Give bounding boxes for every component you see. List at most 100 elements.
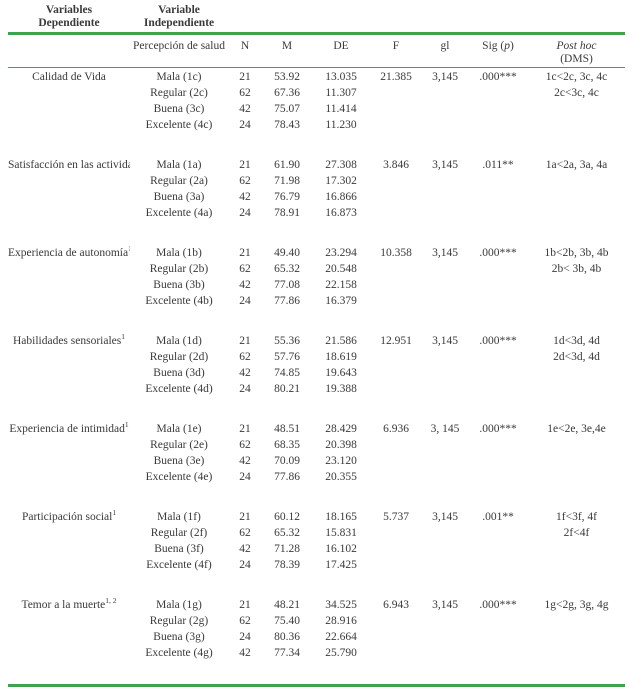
block-spacer-cell [130, 308, 625, 332]
cell-m: 71.98 [274, 175, 300, 187]
cell-perception-label: Mala (1c) [156, 71, 202, 83]
cell-gl-empty [422, 364, 468, 380]
cell-posthoc: 1a<2a, 3a, 4a [545, 159, 608, 171]
cell-n: 24 [239, 559, 251, 571]
subheader-n: N [228, 33, 262, 68]
dependent-variable-name: Experiencia de intimidad [9, 423, 125, 435]
cell-m: 77.86 [274, 295, 300, 307]
cell-sig-empty [468, 348, 528, 364]
dependent-variable-footnote-marker: 1 [121, 332, 125, 342]
cell-m: 76.79 [274, 191, 300, 203]
cell-perception-label: Buena (3g) [153, 631, 205, 643]
variable-block: Temor a la muerte1, 2 Mala (1g) 21 48.21… [8, 596, 625, 686]
cell-n: 42 [239, 543, 251, 555]
cell-de: 20.548 [325, 263, 357, 275]
cell-m: 53.92 [274, 71, 300, 83]
cell-m: 77.86 [274, 471, 300, 483]
cell-posthoc: 1e<2e, 3e,4e [547, 423, 606, 435]
cell-gl: 3,145 [432, 247, 458, 259]
cell-de: 22.664 [325, 631, 357, 643]
cell-sig-empty [468, 364, 528, 380]
cell-f-empty [370, 260, 422, 276]
cell-de: 28.916 [325, 615, 357, 627]
cell-m: 78.91 [274, 207, 300, 219]
cell-de: 18.619 [325, 351, 357, 363]
cell-f-empty [370, 540, 422, 556]
cell-m: 61.90 [274, 159, 300, 171]
cell-m: 78.39 [274, 559, 300, 571]
cell-n: 24 [239, 383, 251, 395]
cell-posthoc-empty [528, 556, 625, 572]
cell-posthoc: 2d<3d, 4d [553, 351, 600, 363]
cell-n: 42 [239, 103, 251, 115]
cell-perception-label: Mala (1a) [156, 159, 202, 171]
cell-de: 17.425 [325, 559, 357, 571]
dependent-variable-cell: Temor a la muerte1, 2 [8, 596, 130, 686]
variable-block: Calidad de Vida Mala (1c) 21 53.92 13.03… [8, 68, 625, 157]
anova-results-table: Variables Dependiente Variable Independien… [8, 4, 625, 687]
cell-gl-empty [422, 468, 468, 484]
cell-sig-empty [468, 292, 528, 308]
block-spacer-cell [130, 396, 625, 420]
cell-de: 16.102 [325, 543, 357, 555]
cell-perception-label: Buena (3f) [154, 543, 204, 555]
cell-de: 27.308 [325, 159, 357, 171]
cell-posthoc: 1d<3d, 4d [553, 335, 600, 347]
subheader-m: M [262, 33, 312, 68]
cell-f-empty [370, 204, 422, 220]
dependent-variable-cell: Experiencia de autonomía1 [8, 244, 130, 332]
cell-gl-empty [422, 348, 468, 364]
header-variables-dependiente: Variables Dependiente [8, 4, 130, 35]
cell-n: 62 [239, 351, 251, 363]
variable-block: Experiencia de autonomía1 Mala (1b) 21 4… [8, 244, 625, 332]
cell-m: 65.32 [274, 263, 300, 275]
cell-gl-empty [422, 380, 468, 396]
subheader-posthoc: Post hoc (DMS) [528, 33, 625, 68]
cell-n: 42 [239, 191, 251, 203]
cell-perception-label: Buena (3a) [153, 191, 205, 203]
cell-m: 78.43 [274, 119, 300, 131]
cell-f: 10.358 [380, 247, 412, 259]
dependent-variable-footnote-marker: 1, 2 [105, 596, 117, 606]
cell-sig-empty [468, 556, 528, 572]
cell-de: 18.165 [325, 511, 357, 523]
cell-sig-empty [468, 116, 528, 132]
cell-m: 75.40 [274, 615, 300, 627]
header-empty-cell [228, 4, 625, 35]
block-spacer-cell [130, 660, 625, 686]
cell-de: 21.586 [325, 335, 357, 347]
cell-m: 71.28 [274, 543, 300, 555]
cell-posthoc-empty [528, 628, 625, 644]
cell-gl-empty [422, 188, 468, 204]
cell-perception-label: Excelente (4c) [145, 119, 213, 131]
cell-perception-label: Regular (2b) [149, 263, 209, 275]
cell-n: 62 [239, 263, 251, 275]
cell-f-empty [370, 188, 422, 204]
cell-gl-empty [422, 116, 468, 132]
cell-gl: 3, 145 [430, 423, 460, 435]
table-row: Regular (2e) 62 68.35 20.398 [8, 436, 625, 452]
header-variables-dependiente-line2: Dependiente [38, 16, 100, 29]
cell-gl-empty [422, 524, 468, 540]
cell-posthoc [528, 436, 625, 452]
cell-n: 62 [239, 87, 251, 99]
cell-f-empty [370, 436, 422, 452]
cell-perception-label: Excelente (4d) [145, 383, 213, 395]
cell-gl-empty [422, 644, 468, 660]
block-spacer-cell [130, 220, 625, 244]
cell-posthoc-empty [528, 100, 625, 116]
table-row: Excelente (4c) 24 78.43 11.230 [8, 116, 625, 132]
cell-n: 24 [239, 295, 251, 307]
cell-perception-label: Regular (2c) [150, 87, 208, 99]
cell-perception-label: Regular (2f) [150, 527, 208, 539]
cell-sig-empty [468, 644, 528, 660]
cell-de: 17.302 [325, 175, 357, 187]
cell-gl: 3,145 [432, 511, 458, 523]
cell-f-empty [370, 524, 422, 540]
cell-sig-empty [468, 540, 528, 556]
cell-sig-empty [468, 204, 528, 220]
header-variable-independiente-line1: Variable [158, 4, 200, 16]
cell-f-empty [370, 172, 422, 188]
cell-sig-empty [468, 468, 528, 484]
